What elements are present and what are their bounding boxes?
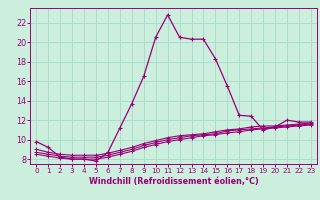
X-axis label: Windchill (Refroidissement éolien,°C): Windchill (Refroidissement éolien,°C) xyxy=(89,177,259,186)
